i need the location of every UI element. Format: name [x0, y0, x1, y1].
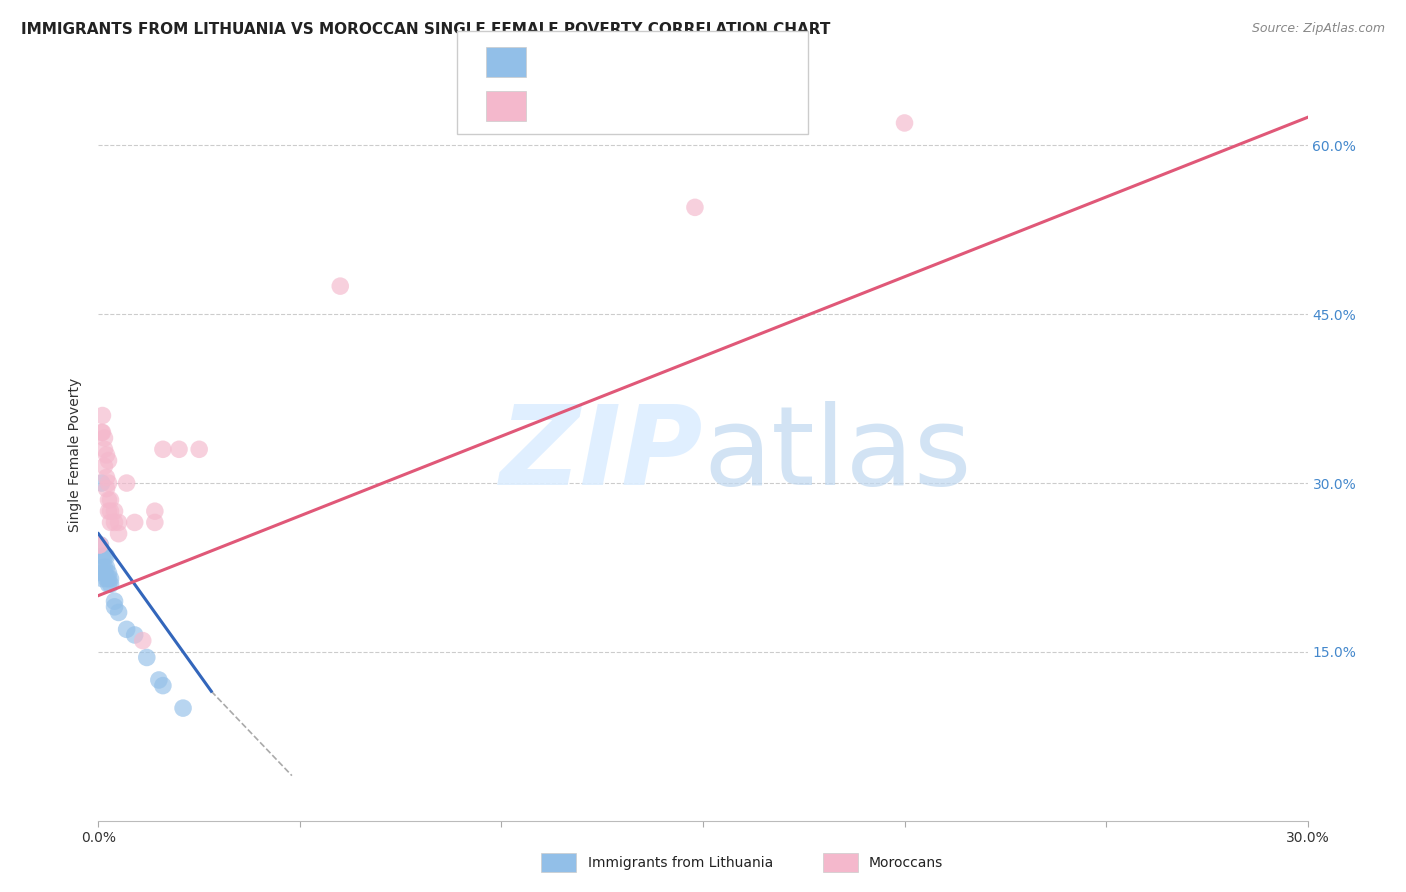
Point — [103, 594, 125, 608]
Point — [100, 577, 122, 591]
Point — [90, 425, 112, 440]
Point — [100, 492, 122, 507]
Point — [124, 628, 146, 642]
Point — [96, 549, 118, 564]
Point — [103, 504, 125, 518]
Point — [188, 442, 211, 457]
Point — [143, 504, 166, 518]
Point — [97, 492, 120, 507]
Point — [100, 516, 122, 530]
Point — [96, 470, 118, 484]
Point — [683, 200, 706, 214]
Point — [97, 504, 120, 518]
Point — [135, 650, 157, 665]
Point — [115, 476, 138, 491]
Point — [143, 516, 166, 530]
Point — [96, 482, 118, 496]
Text: Immigrants from Lithuania: Immigrants from Lithuania — [588, 855, 773, 870]
Point — [329, 279, 352, 293]
Point — [91, 409, 114, 423]
Point — [91, 566, 114, 580]
Point — [893, 116, 915, 130]
Point — [93, 442, 115, 457]
Point — [97, 572, 120, 586]
Point — [152, 679, 174, 693]
Point — [97, 453, 120, 467]
Point — [93, 566, 115, 580]
Point — [93, 560, 115, 574]
Point — [152, 442, 174, 457]
Point — [148, 673, 170, 687]
Point — [89, 538, 111, 552]
Point — [91, 549, 114, 564]
Point — [167, 442, 190, 457]
Point — [100, 572, 122, 586]
Y-axis label: Single Female Poverty: Single Female Poverty — [69, 378, 83, 532]
Point — [93, 459, 115, 474]
Point — [107, 516, 129, 530]
Text: IMMIGRANTS FROM LITHUANIA VS MOROCCAN SINGLE FEMALE POVERTY CORRELATION CHART: IMMIGRANTS FROM LITHUANIA VS MOROCCAN SI… — [21, 22, 831, 37]
Point — [100, 504, 122, 518]
Point — [96, 572, 118, 586]
Point — [107, 526, 129, 541]
Text: Source: ZipAtlas.com: Source: ZipAtlas.com — [1251, 22, 1385, 36]
Point — [97, 566, 120, 580]
Point — [103, 516, 125, 530]
Point — [124, 516, 146, 530]
Point — [93, 431, 115, 445]
Text: R =  0.538   N = 33: R = 0.538 N = 33 — [541, 98, 714, 113]
Point — [89, 538, 111, 552]
Text: ZIP: ZIP — [499, 401, 703, 508]
Point — [91, 572, 114, 586]
Point — [89, 538, 111, 552]
Point — [97, 577, 120, 591]
Text: R = -0.424   N = 26: R = -0.424 N = 26 — [541, 54, 714, 70]
Text: atlas: atlas — [703, 401, 972, 508]
Point — [172, 701, 194, 715]
Point — [91, 560, 114, 574]
Point — [96, 560, 118, 574]
Point — [93, 549, 115, 564]
Point — [103, 599, 125, 614]
Point — [96, 448, 118, 462]
Text: Moroccans: Moroccans — [869, 855, 943, 870]
Point — [97, 476, 120, 491]
Point — [115, 623, 138, 637]
Point — [107, 606, 129, 620]
Point — [91, 425, 114, 440]
Point — [132, 633, 155, 648]
Point — [90, 476, 112, 491]
